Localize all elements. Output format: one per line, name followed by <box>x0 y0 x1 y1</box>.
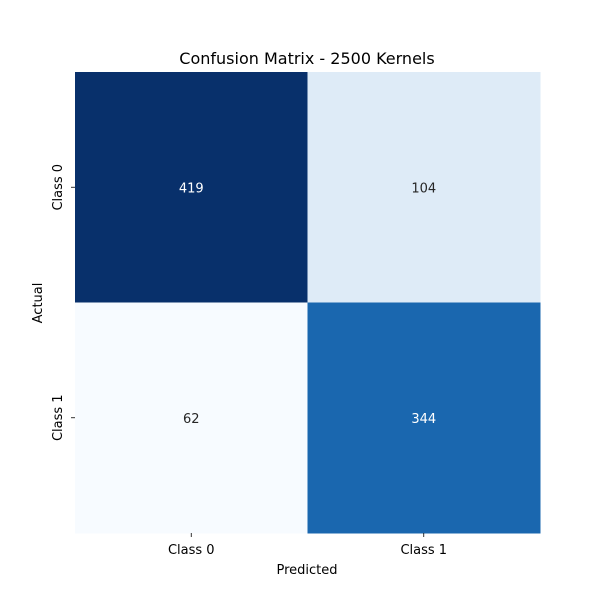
x-axis-label: Predicted <box>276 563 337 578</box>
chart-title: Confusion Matrix - 2500 Kernels <box>179 49 434 68</box>
x-tick-label-0: Class 0 <box>168 543 215 558</box>
y-axis-label: Actual <box>31 283 46 324</box>
heatmap-cells <box>75 72 541 534</box>
cell-value-r0-c1: 104 <box>411 181 436 196</box>
heatmap-cell-labels: 419 104 62 344 <box>179 181 436 427</box>
cell-value-r0-c0: 419 <box>179 181 204 196</box>
y-tick-label-1: Class 1 <box>51 394 66 441</box>
heatmap-cell-r1-c0 <box>75 302 308 534</box>
x-tick-label-1: Class 1 <box>400 543 447 558</box>
heatmap-cell-r0-c0 <box>75 72 308 303</box>
cell-value-r1-c0: 62 <box>183 412 200 427</box>
cell-value-r1-c1: 344 <box>411 412 436 427</box>
heatmap-cell-r0-c1 <box>307 72 541 303</box>
y-axis-ticks: Class 0 Class 1 <box>51 164 75 441</box>
heatmap-cell-r1-c1 <box>307 302 541 534</box>
x-axis-ticks: Class 0 Class 1 <box>168 533 447 558</box>
y-tick-label-0: Class 0 <box>51 164 66 211</box>
